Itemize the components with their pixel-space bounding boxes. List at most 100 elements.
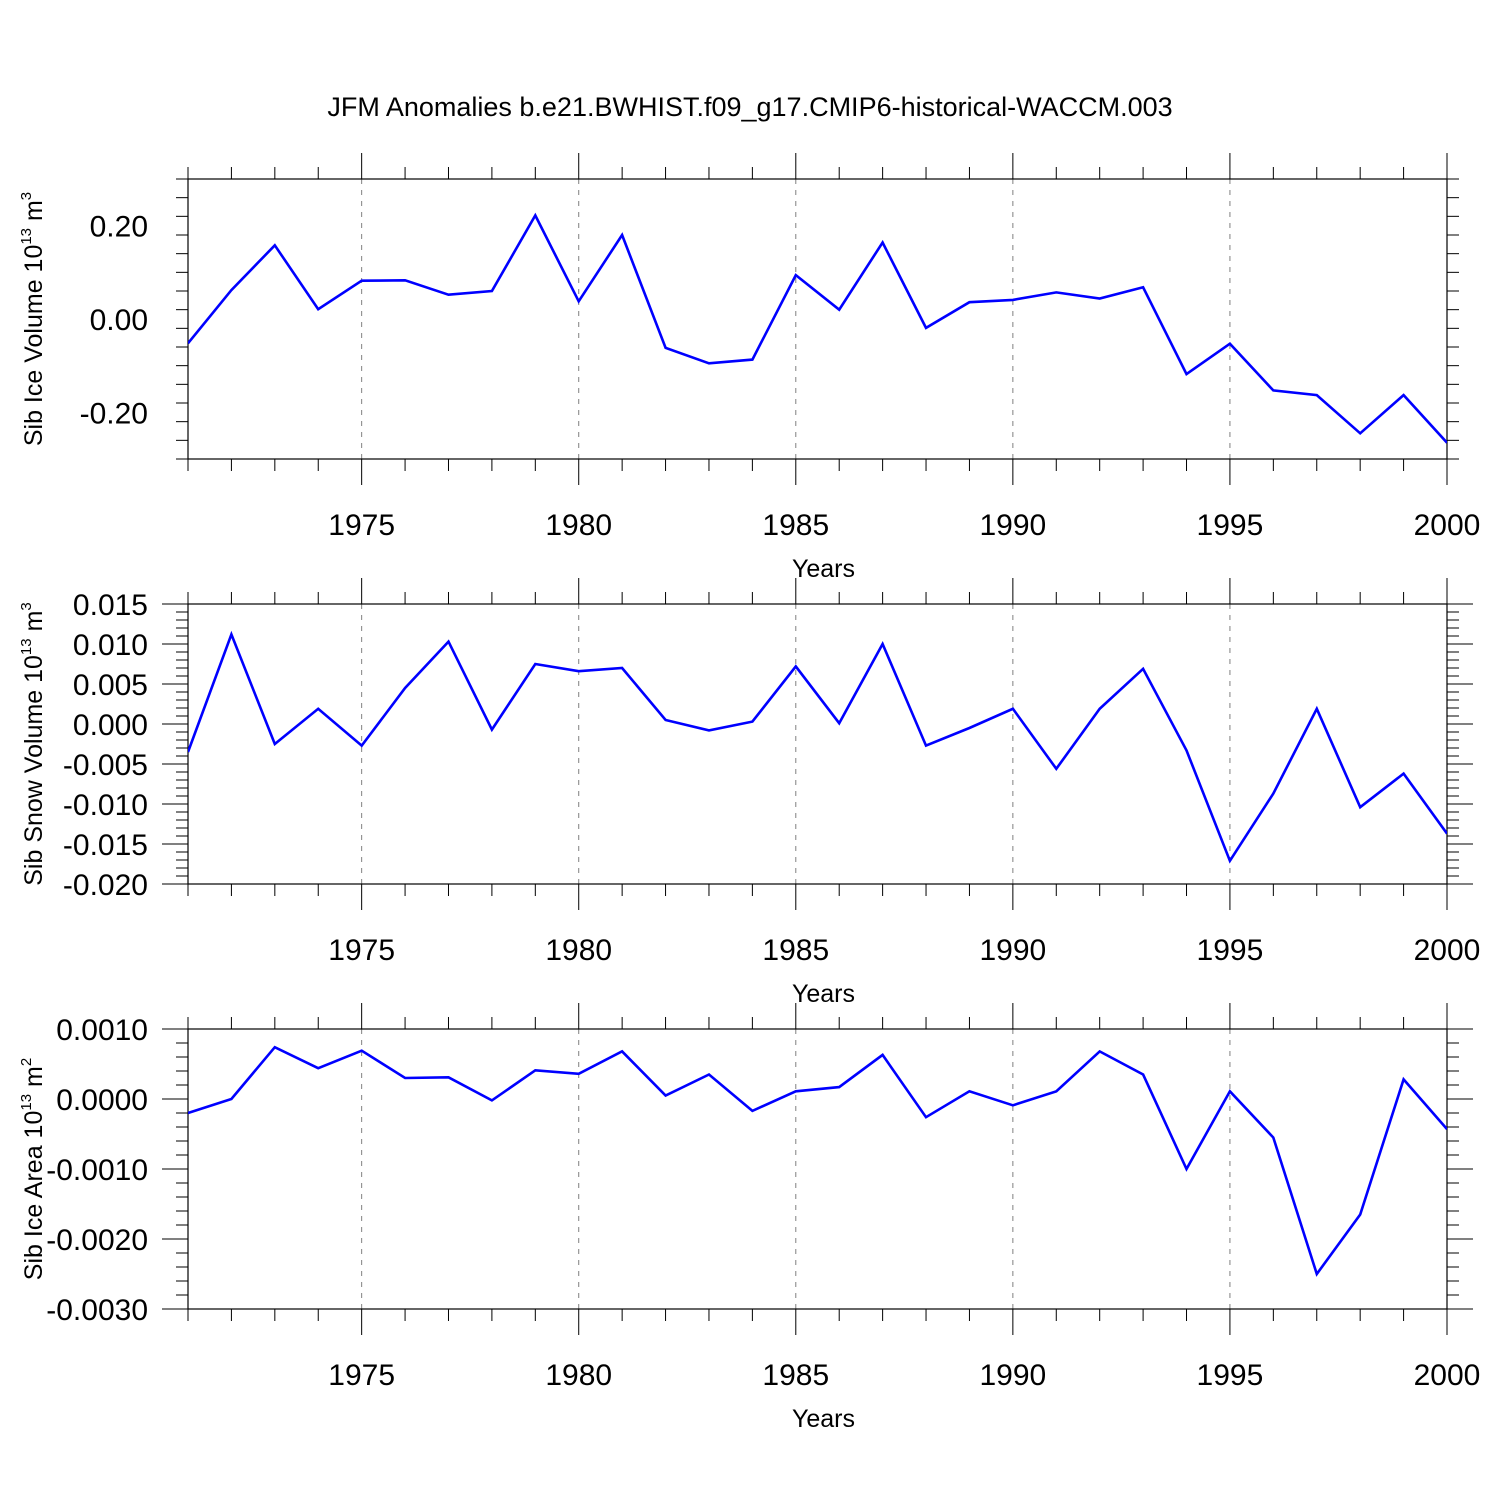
x-tick-label: 1985 — [762, 1359, 829, 1392]
x-tick-label: 1975 — [328, 509, 395, 542]
x-tick-label: 2000 — [1414, 934, 1481, 967]
data-point — [273, 243, 277, 247]
y-tick-label: -0.020 — [63, 869, 148, 902]
data-point — [403, 1076, 407, 1080]
series-line-snow-volume — [188, 630, 1447, 864]
data-point — [273, 742, 277, 746]
data-point — [403, 278, 407, 282]
y-tick-label: 0.005 — [73, 669, 148, 702]
data-point — [1358, 805, 1362, 809]
x-axis-label: Years — [792, 980, 855, 1008]
data-point — [490, 728, 494, 732]
data-point — [1098, 1049, 1102, 1053]
data-point — [577, 1072, 581, 1076]
data-point — [1011, 298, 1015, 302]
series-line-ice-area — [188, 1045, 1447, 1277]
plot-frame — [187, 178, 1448, 460]
data-point — [620, 666, 624, 670]
data-point — [229, 1097, 233, 1101]
y-tick-label: -0.20 — [80, 397, 148, 430]
data-point — [446, 640, 450, 644]
data-point — [1271, 388, 1275, 392]
x-tick-label: 1990 — [979, 1359, 1046, 1392]
x-tick-label: 1975 — [328, 1359, 395, 1392]
data-point — [1358, 431, 1362, 435]
data-point — [1358, 1213, 1362, 1217]
series-line-ice-volume — [188, 212, 1447, 444]
x-tick-label: 1985 — [762, 509, 829, 542]
chart-title: JFM Anomalies b.e21.BWHIST.f09_g17.CMIP6… — [327, 92, 1172, 122]
data-point — [577, 669, 581, 673]
x-axis-label: Years — [792, 1405, 855, 1433]
data-point — [924, 1115, 928, 1119]
data-point — [794, 664, 798, 668]
data-point — [1185, 1167, 1189, 1171]
data-point — [1011, 707, 1015, 711]
y-tick-label: 0.0010 — [56, 1014, 148, 1047]
y-tick-label: 0.010 — [73, 629, 148, 662]
panel-ice-volume: -0.20 0.00 0.20 1975 1980 1985 1990 1995 2000 Yea… — [18, 153, 1480, 583]
data-point — [1228, 1089, 1232, 1093]
data-point — [1445, 1127, 1449, 1131]
data-point — [1315, 393, 1319, 397]
plot-frame — [187, 1028, 1448, 1310]
data-point — [1098, 707, 1102, 711]
y-tick-label: -0.0010 — [46, 1154, 148, 1187]
y-tick-label: 0.20 — [90, 211, 148, 244]
data-point — [1402, 393, 1406, 397]
x-tick-label: 1980 — [545, 1359, 612, 1392]
y-tick-label: 0.00 — [90, 304, 148, 337]
data-point — [967, 300, 971, 304]
y-axis-label: Sib Snow Volume 1013 m3 — [18, 602, 48, 886]
data-point — [533, 662, 537, 666]
data-point — [664, 1094, 668, 1098]
x-tick-label: 1980 — [545, 509, 612, 542]
data-point — [490, 289, 494, 293]
y-tick-label: 0.000 — [73, 709, 148, 742]
data-point — [1228, 342, 1232, 346]
data-point — [577, 299, 581, 303]
data-point — [794, 273, 798, 277]
data-point — [360, 1049, 364, 1053]
data-point — [1141, 1073, 1145, 1077]
x-tick-label: 1990 — [979, 934, 1046, 967]
data-point — [837, 1085, 841, 1089]
y-tick-label: -0.005 — [63, 749, 148, 782]
data-point — [1271, 792, 1275, 796]
x-tick-label: 1995 — [1197, 509, 1264, 542]
data-point — [446, 1075, 450, 1079]
data-point — [1141, 667, 1145, 671]
data-point — [403, 686, 407, 690]
data-point — [707, 361, 711, 365]
data-point — [316, 307, 320, 311]
data-point — [750, 358, 754, 362]
plot-frame — [187, 603, 1448, 885]
data-point — [924, 326, 928, 330]
data-point — [1054, 1089, 1058, 1093]
data-point — [924, 744, 928, 748]
data-point — [1185, 372, 1189, 376]
data-point — [881, 240, 885, 244]
data-point — [707, 728, 711, 732]
data-point — [664, 346, 668, 350]
data-point — [1054, 767, 1058, 771]
panel-snow-volume: -0.020 -0.015 -0.010 -0.005 0.000 0.005 0.010 0… — [18, 578, 1480, 1008]
data-point — [360, 279, 364, 283]
y-tick-label: -0.015 — [63, 829, 148, 862]
data-point — [186, 750, 190, 754]
data-point — [1098, 296, 1102, 300]
y-tick-label: 0.0000 — [56, 1084, 148, 1117]
data-point — [664, 718, 668, 722]
data-point — [1402, 1077, 1406, 1081]
data-point — [1315, 707, 1319, 711]
y-tick-label: -0.010 — [63, 789, 148, 822]
panel-ice-area: -0.0030 -0.0020 -0.0010 0.0000 0.0010 1975 198… — [18, 1003, 1480, 1433]
x-tick-label: 2000 — [1414, 1359, 1481, 1392]
data-point — [1185, 748, 1189, 752]
data-point — [533, 1068, 537, 1072]
chart-panels: -0.20 0.00 0.20 1975 1980 1985 1990 1995 2000 Yea… — [18, 153, 1480, 1433]
x-tick-label: 1975 — [328, 934, 395, 967]
x-tick-label: 1990 — [979, 509, 1046, 542]
y-tick-label: 0.015 — [73, 589, 148, 622]
data-point — [186, 1111, 190, 1115]
